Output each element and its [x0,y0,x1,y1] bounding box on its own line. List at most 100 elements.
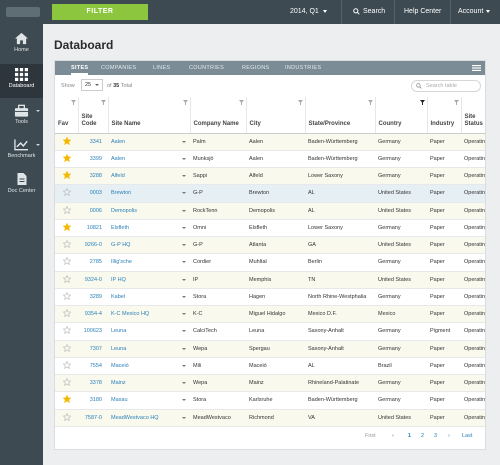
chevron-down-icon[interactable] [182,278,186,281]
top-search-button[interactable]: Search [353,0,385,24]
table-row[interactable]: 3399 Aalen Munksjö Aalen Baden-Württemberg Ge… [55,150,485,169]
pagination-next[interactable]: › [448,433,450,439]
filter-icon[interactable] [238,100,244,105]
star-outline-icon[interactable] [62,274,71,283]
table-row[interactable]: 0006 Demopolis RockTenn Demopolis AL United S… [55,202,485,220]
site-name-link[interactable]: Mainz [108,374,190,393]
site-name-link[interactable]: Illig'sche [108,253,190,272]
chevron-down-icon[interactable] [182,226,186,229]
site-name-link[interactable]: Aalen [108,133,190,151]
star-outline-icon[interactable] [62,239,71,249]
pagination-first[interactable]: First [365,433,376,439]
site-name-link[interactable]: Maxau [108,391,190,410]
column-header-fav[interactable]: Fav [55,97,78,134]
chevron-down-icon[interactable] [182,244,186,246]
site-code-link[interactable]: 7554 [78,357,108,376]
site-code-link[interactable]: 3378 [78,374,108,393]
chevron-down-icon[interactable] [182,313,186,315]
site-code-link[interactable]: 9324-0 [78,271,108,289]
chevron-down-icon[interactable] [182,261,186,264]
period-selector[interactable]: 2014, Q1 [290,0,327,24]
pagination-page-1[interactable]: 1 [408,433,412,439]
star-outline-icon[interactable] [62,325,71,335]
account-menu[interactable]: Account [458,0,491,24]
chevron-down-icon[interactable] [182,364,186,367]
tab-industries[interactable]: INDUSTRIES [285,65,322,71]
column-header-industry[interactable]: Industry [426,97,461,134]
chevron-down-icon[interactable] [182,416,186,419]
page-size-select[interactable]: 25 [81,79,103,91]
fav-cell[interactable] [55,150,78,169]
table-row[interactable]: 3288 Alfeld Sappi Alfeld Lower Saxony Germany… [55,167,485,186]
table-row[interactable]: 7307 Leuna Wepa Spergau Saxony-Anhalt Germany… [55,340,485,358]
table-search-input[interactable]: Search table [411,80,481,92]
site-code-link[interactable]: 7307 [78,340,108,358]
chevron-down-icon[interactable] [182,330,186,333]
star-outline-icon[interactable] [62,343,71,352]
column-header-site-code[interactable]: Site Code [77,97,108,134]
site-name-link[interactable]: IP HQ [108,271,190,289]
site-name-link[interactable]: MeadWestvaco HQ [108,409,190,427]
chevron-down-icon[interactable] [182,192,186,195]
column-header-site-name[interactable]: Site Name [107,97,190,134]
table-row[interactable]: 3378 Mainz Wepa Mainz Rhineland-Palatinate Ge… [55,374,485,393]
help-center-link[interactable]: Help Center [404,8,442,15]
fav-cell[interactable] [55,271,78,289]
site-name-link[interactable]: Leuna [108,322,190,341]
site-code-link[interactable]: 10821 [78,219,108,238]
filter-icon[interactable] [297,100,303,105]
fav-cell[interactable] [55,374,78,393]
site-code-link[interactable]: 0006 [78,202,108,220]
sidebar-item-doc-center[interactable]: Doc Center [0,168,43,202]
site-code-link[interactable]: 3399 [78,150,108,169]
star-filled-icon[interactable] [62,222,71,231]
site-name-link[interactable]: Alfeld [108,167,190,186]
site-name-link[interactable]: Aalen [108,150,190,169]
table-row[interactable]: 9354-4 K-C Mexico HQ K-C Miguel Hidalgo Mexi… [55,305,485,324]
column-header-state-province[interactable]: State/Province [304,97,375,134]
table-row[interactable]: 0003 Brewton G-P Brewton AL United States Pape… [55,184,485,203]
tab-sites[interactable]: SITES [71,61,89,75]
sidebar-item-home[interactable]: Home [0,28,43,62]
chevron-down-icon[interactable] [182,175,186,177]
site-code-link[interactable]: 7587-0 [78,409,108,427]
sidebar-item-databoard[interactable]: Databoard [0,64,43,98]
star-outline-icon[interactable] [62,205,71,214]
site-name-link[interactable]: Kabel [108,288,190,307]
table-row[interactable]: 10821 Elsfleth Omni Elsfleth Lower Saxony Ger… [55,219,485,238]
column-header-company-name[interactable]: Company Name [189,97,246,134]
star-outline-icon[interactable] [62,360,71,369]
site-code-link[interactable]: 3180 [78,391,108,410]
column-header-country[interactable]: Country [374,97,427,134]
fav-cell[interactable] [55,202,78,220]
fav-cell[interactable] [55,322,78,341]
site-code-link[interactable]: 0003 [78,184,108,203]
fav-cell[interactable] [55,184,78,203]
site-code-link[interactable]: 3288 [78,167,108,186]
star-filled-icon[interactable] [62,136,71,145]
chevron-down-icon[interactable] [182,209,186,212]
filter-button[interactable]: FILTER [52,4,148,20]
column-header-site-status[interactable]: Site Status [460,97,485,134]
table-row[interactable]: 9324-0 IP HQ IP Memphis TN United States Paper… [55,271,485,289]
site-name-link[interactable]: K-C Mexico HQ [108,305,190,324]
table-row[interactable]: 3180 Maxau Stora Karlsruhe Baden-Württemberg… [55,391,485,410]
star-outline-icon[interactable] [62,377,71,387]
filter-icon[interactable] [182,100,188,105]
filter-icon[interactable] [367,100,373,105]
site-code-link[interactable]: 3341 [78,133,108,151]
table-row[interactable]: 3289 Kabel Stora Hagen North Rhine-Westphali… [55,288,485,307]
fav-cell[interactable] [55,288,78,307]
sidebar-item-benchmark[interactable]: Benchmark [0,134,43,168]
pagination-page-3[interactable]: 3 [434,433,438,439]
site-code-link[interactable]: 9266-0 [78,236,108,255]
filter-icon[interactable] [453,100,459,105]
site-code-link[interactable]: 2785 [78,253,108,272]
fav-cell[interactable] [55,219,78,238]
site-code-link[interactable]: 100623 [78,322,108,341]
tab-companies[interactable]: COMPANIES [101,65,137,71]
chevron-down-icon[interactable] [182,295,186,298]
table-row[interactable]: 3341 Aalen Palm Aalen Baden-Württemberg Germa… [55,133,485,151]
chevron-down-icon[interactable] [182,347,186,350]
star-outline-icon[interactable] [62,187,71,197]
